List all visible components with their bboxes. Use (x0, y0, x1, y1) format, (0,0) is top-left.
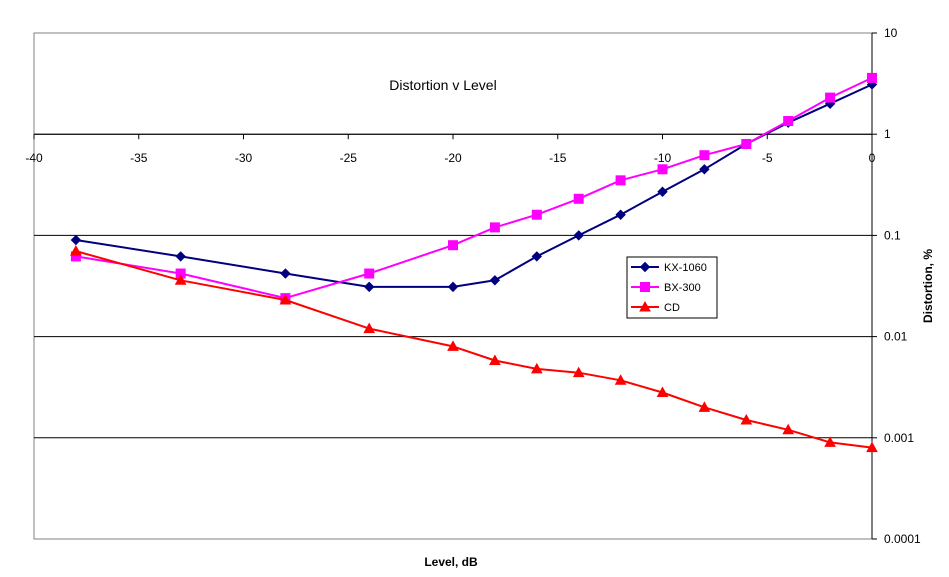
y-tick-label: 10 (884, 26, 898, 40)
data-point-cd (279, 293, 292, 305)
x-tick-label: -40 (25, 151, 43, 165)
legend-label: BX-300 (664, 282, 701, 294)
x-tick-labels: -40 -35 -30 -25 -20 -15 -10 -5 0 (25, 134, 876, 165)
x-tick-label: -30 (235, 151, 253, 165)
data-point-cd (656, 386, 669, 398)
data-point-kx-1060 (657, 186, 668, 197)
data-point-cd (70, 245, 82, 256)
x-tick-label: -25 (340, 151, 358, 165)
y-tick-labels: 10 1 0.1 0.01 0.001 0.0001 (871, 26, 921, 546)
data-point-cd (782, 423, 795, 435)
x-tick-label: -35 (130, 151, 148, 165)
data-point-bx-300 (657, 164, 668, 175)
data-point-cd (363, 322, 376, 334)
data-point-cd (824, 436, 836, 447)
x-tick-label: -20 (444, 151, 462, 165)
data-point-kx-1060 (615, 209, 626, 220)
data-point-cd (698, 401, 711, 412)
series-cd (70, 245, 878, 453)
data-point-cd (489, 354, 501, 366)
data-point-bx-300 (699, 150, 710, 161)
data-point-cd (614, 374, 627, 385)
data-point-kx-1060 (699, 164, 710, 175)
y-tick-label: 0.001 (884, 431, 914, 445)
data-point-bx-300 (573, 193, 584, 204)
data-point-cd (530, 362, 543, 374)
data-point-kx-1060 (447, 281, 459, 293)
x-axis-title: Level, dB (424, 555, 478, 569)
x-tick-label: -10 (654, 151, 672, 165)
data-point-bx-300 (783, 116, 794, 127)
x-tick-label: -15 (549, 151, 567, 165)
data-point-cd (572, 366, 585, 378)
data-point-bx-300 (364, 268, 375, 279)
data-point-kx-1060 (531, 251, 543, 262)
y-tick-label: 0.01 (884, 330, 908, 344)
legend-label: CD (664, 302, 680, 314)
x-tick-label: -5 (762, 151, 773, 165)
data-point-bx-300 (489, 222, 500, 233)
data-point-bx-300 (448, 240, 458, 251)
y-tick-label: 0.0001 (884, 532, 921, 546)
data-point-kx-1060 (573, 230, 584, 241)
legend: KX-1060 BX-300 CD (626, 256, 718, 319)
y-axis-title: Distortion, % (921, 249, 935, 323)
data-point-kx-1060 (489, 275, 501, 286)
y-tick-label: 1 (884, 127, 891, 141)
data-point-kx-1060 (175, 251, 186, 262)
legend-marker (639, 261, 651, 273)
legend-marker (639, 300, 651, 312)
data-point-cd (740, 413, 753, 425)
data-point-kx-1060 (70, 234, 82, 246)
series-lines (70, 72, 878, 453)
legend-item-cd: CD (631, 300, 680, 314)
y-tick-label: 0.1 (884, 228, 901, 242)
legend-marker (640, 282, 650, 292)
data-point-bx-300 (615, 175, 626, 186)
legend-item-kx-1060: KX-1060 (631, 261, 707, 274)
data-point-cd (447, 340, 459, 351)
legend-item-bx-300: BX-300 (631, 282, 701, 294)
data-point-kx-1060 (280, 268, 291, 279)
data-point-bx-300 (531, 209, 542, 220)
data-point-kx-1060 (363, 281, 375, 293)
x-tick-label: 0 (869, 151, 876, 165)
data-point-bx-300 (825, 92, 836, 103)
data-point-bx-300 (741, 139, 752, 150)
legend-label: KX-1060 (664, 262, 707, 274)
data-point-cd (866, 441, 878, 453)
data-point-bx-300 (867, 72, 877, 83)
data-point-cd (174, 274, 187, 285)
chart-title: Distortion v Level (389, 77, 496, 93)
